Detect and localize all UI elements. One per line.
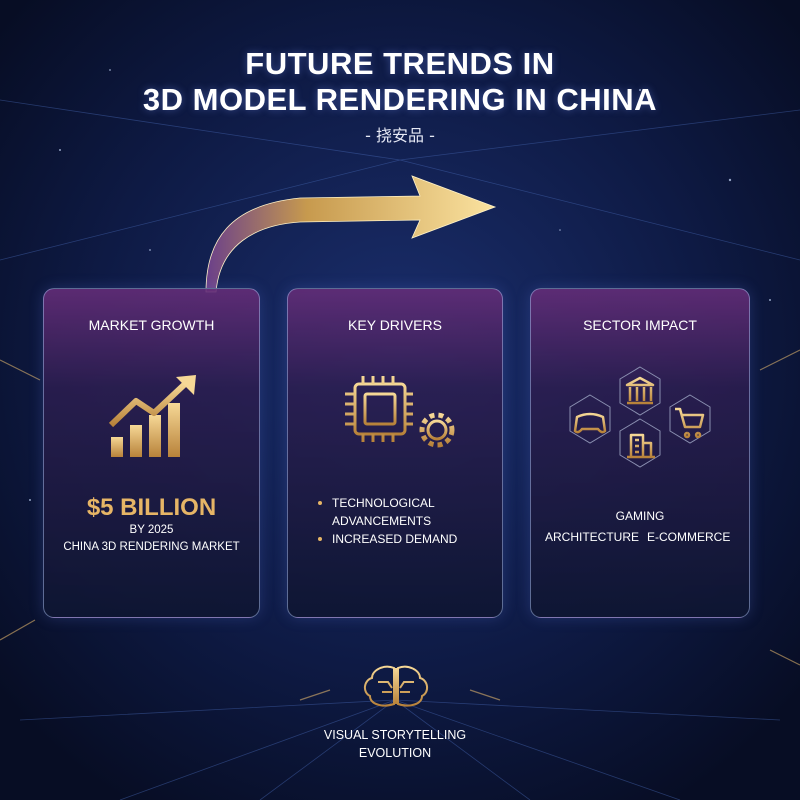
sector-label: E-COMMERCE — [647, 530, 731, 544]
chip-icon — [345, 376, 455, 448]
brain-icon — [364, 665, 428, 707]
sector-icons — [569, 366, 711, 468]
card: SECTOR IMPACT GAMING ARCHITECTURE E-COMM… — [530, 288, 750, 618]
card-line: BY 2025 — [129, 524, 174, 536]
card-line: CHINA 3D RENDERING MARKET — [63, 541, 240, 553]
card: MARKET GROWTH $5 BILLION BY 2025 CHINA 3… — [43, 288, 260, 618]
title-line: 3D MODEL RENDERING IN CHINA — [142, 82, 658, 117]
card: KEY DRIVERS TECHNOLOGICAL ADVANCEMENTS I… — [287, 288, 503, 618]
card-title: MARKET GROWTH — [88, 317, 215, 333]
card-title: SECTOR IMPACT — [583, 317, 697, 333]
sector-label: ARCHITECTURE — [545, 530, 640, 544]
bullet-list: TECHNOLOGICAL ADVANCEMENTS INCREASED DEM… — [318, 494, 478, 548]
bullet: INCREASED DEMAND — [318, 530, 478, 548]
footer-text: VISUAL STORYTELLING EVOLUTION — [323, 728, 467, 760]
bullet: TECHNOLOGICAL ADVANCEMENTS — [318, 494, 478, 530]
subtitle: - 挠安品 - — [365, 126, 435, 145]
headline: $5 BILLION — [86, 494, 217, 521]
title-line: FUTURE TRENDS IN — [245, 46, 555, 81]
card-title: KEY DRIVERS — [348, 317, 442, 333]
growth-arrow — [205, 175, 497, 293]
sector-label: GAMING — [615, 509, 665, 523]
growth-icon — [108, 375, 196, 457]
